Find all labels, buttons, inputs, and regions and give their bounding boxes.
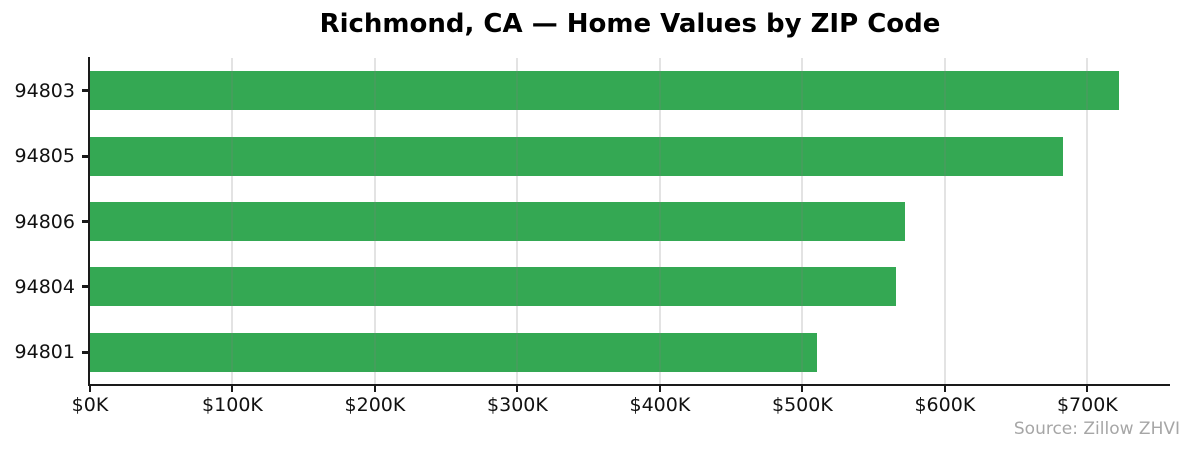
x-tick-mark xyxy=(943,386,946,392)
y-tick-mark xyxy=(82,285,88,289)
x-tick-mark xyxy=(1086,386,1089,392)
x-tick-label: $200K xyxy=(344,394,406,416)
bars-layer xyxy=(90,58,1170,385)
gridline xyxy=(943,58,946,385)
y-tick-label-94801: 94801 xyxy=(14,341,75,364)
y-tick-mark xyxy=(82,89,88,93)
x-tick-label: $300K xyxy=(487,394,548,416)
x-tick-label: $700K xyxy=(1056,394,1118,416)
x-axis-spine xyxy=(88,384,1170,386)
chart-title: Richmond, CA — Home Values by ZIP Code xyxy=(319,9,941,39)
gridline xyxy=(1086,58,1089,385)
plot-area: $0K $100K $200K $300K $400K $500K $600K $700K 9… xyxy=(15,57,1170,416)
x-tick-label: $100K xyxy=(202,394,263,416)
x-axis-ticks-layer: $0K $100K $200K $300K $400K $500K $600K $700K xyxy=(72,58,1170,416)
source-attribution: Source: Zillow ZHVI xyxy=(1013,419,1180,439)
gridline xyxy=(801,58,804,385)
x-tick-mark xyxy=(658,386,661,392)
gridline xyxy=(516,58,519,385)
bar-94805 xyxy=(90,136,1064,176)
gridline xyxy=(231,58,234,385)
bar-94804 xyxy=(90,267,897,307)
y-tick-label-94806: 94806 xyxy=(14,210,75,233)
gridline xyxy=(658,58,661,385)
x-tick-label: $400K xyxy=(629,394,691,416)
x-tick-label: $0K xyxy=(71,394,109,416)
x-tick-mark xyxy=(516,386,519,392)
x-tick-label: $500K xyxy=(771,394,833,416)
y-tick-mark xyxy=(82,350,88,354)
x-tick-mark xyxy=(373,386,376,392)
y-tick-label-94805: 94805 xyxy=(14,145,75,168)
gridline xyxy=(373,58,376,385)
y-axis-ticks-layer: 94803 94805 94806 94804 94801 xyxy=(15,58,1170,385)
y-tick-mark xyxy=(82,154,88,158)
x-tick-label: $600K xyxy=(914,394,976,416)
bar-94801 xyxy=(90,332,817,372)
y-tick-label-94804: 94804 xyxy=(14,275,75,298)
gridlines-layer xyxy=(90,58,1170,385)
x-tick-mark xyxy=(231,386,234,392)
y-tick-label-94803: 94803 xyxy=(14,79,75,102)
bar-94806 xyxy=(90,202,905,241)
y-axis-spine xyxy=(88,57,90,386)
y-tick-mark xyxy=(82,220,88,223)
bar-94803 xyxy=(90,71,1119,111)
x-tick-mark xyxy=(89,386,91,392)
x-tick-mark xyxy=(801,386,804,392)
